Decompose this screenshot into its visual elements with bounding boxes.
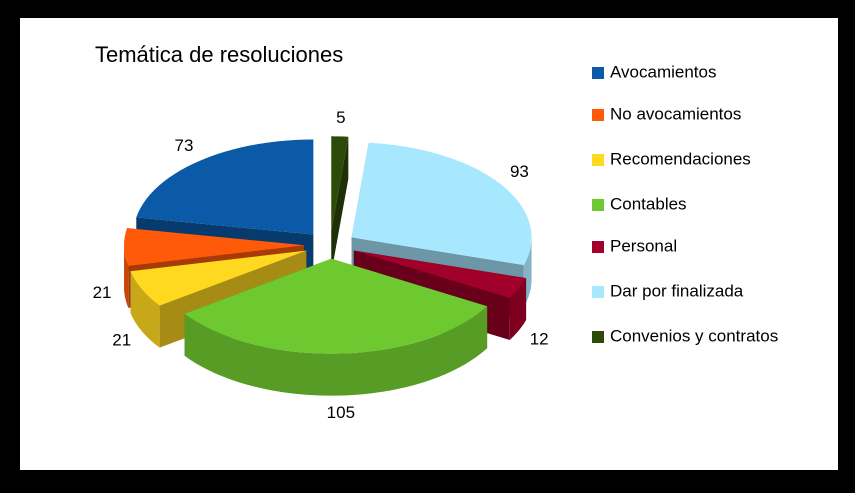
data-label: 73 <box>175 136 194 155</box>
slice-wall <box>184 306 488 396</box>
legend-label: Convenios y contratos <box>610 326 778 345</box>
legend-swatch <box>592 241 604 253</box>
slice-wall <box>130 271 160 348</box>
chart-title: Temática de resoluciones <box>95 42 343 67</box>
legend-label: No avocamientos <box>610 104 741 123</box>
slice <box>331 136 349 232</box>
legend-label: Recomendaciones <box>610 149 751 168</box>
slice-wall <box>124 247 129 308</box>
slice <box>136 139 314 235</box>
slice-wall <box>509 278 527 340</box>
legend-label: Dar por finalizada <box>610 281 744 300</box>
legend-swatch <box>592 67 604 79</box>
slice-side <box>353 250 527 321</box>
legend-label: Avocamientos <box>610 62 716 81</box>
legend-swatch <box>592 154 604 166</box>
data-label: 21 <box>93 283 112 302</box>
legend-label: Personal <box>610 236 677 255</box>
data-label: 93 <box>510 162 529 181</box>
slice <box>130 250 307 306</box>
legend-swatch <box>592 199 604 211</box>
data-label: 21 <box>112 330 131 349</box>
data-label: 12 <box>530 329 549 348</box>
data-label: 105 <box>327 403 355 422</box>
legend-label: Contables <box>610 194 687 213</box>
slice <box>184 258 488 354</box>
slice <box>351 142 532 265</box>
legend-swatch <box>592 286 604 298</box>
slice <box>353 250 527 298</box>
slice-side <box>331 136 349 274</box>
data-label: 5 <box>336 108 345 127</box>
slice <box>124 228 305 266</box>
legend-swatch <box>592 109 604 121</box>
legend-swatch <box>592 331 604 343</box>
